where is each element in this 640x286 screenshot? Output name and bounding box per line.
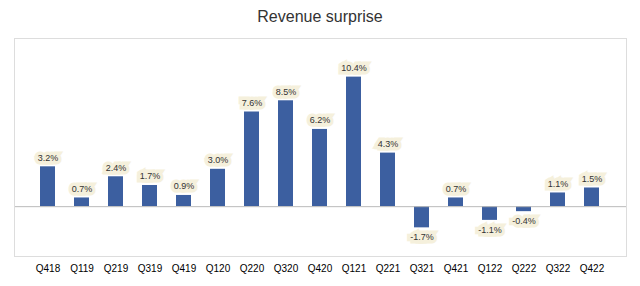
- svg-text:Q421: Q421: [444, 263, 469, 274]
- svg-text:Q120: Q120: [206, 263, 231, 274]
- svg-text:-0.4%: -0.4%: [512, 216, 536, 226]
- svg-text:Q219: Q219: [104, 263, 129, 274]
- svg-text:1.7%: 1.7%: [140, 171, 161, 181]
- svg-text:Q220: Q220: [240, 263, 265, 274]
- svg-text:2.4%: 2.4%: [106, 163, 127, 173]
- svg-text:Q419: Q419: [172, 263, 197, 274]
- svg-text:0.7%: 0.7%: [446, 184, 467, 194]
- svg-text:Q221: Q221: [376, 263, 401, 274]
- svg-text:4.3%: 4.3%: [378, 139, 399, 149]
- svg-text:Q321: Q321: [410, 263, 435, 274]
- svg-text:Q222: Q222: [512, 263, 537, 274]
- svg-text:Q418: Q418: [36, 263, 61, 274]
- svg-text:-1.7%: -1.7%: [410, 232, 434, 242]
- svg-text:Q119: Q119: [70, 263, 94, 274]
- svg-text:8.5%: 8.5%: [276, 87, 297, 97]
- svg-text:1.1%: 1.1%: [548, 179, 569, 189]
- svg-text:Q422: Q422: [580, 263, 605, 274]
- svg-text:3.0%: 3.0%: [208, 155, 229, 165]
- svg-text:3.2%: 3.2%: [38, 153, 59, 163]
- svg-text:1.5%: 1.5%: [582, 174, 603, 184]
- svg-text:10.4%: 10.4%: [341, 63, 367, 73]
- svg-text:Q319: Q319: [138, 263, 163, 274]
- svg-text:Q121: Q121: [342, 263, 367, 274]
- svg-text:Q122: Q122: [478, 263, 503, 274]
- svg-text:0.7%: 0.7%: [72, 184, 93, 194]
- svg-text:0.9%: 0.9%: [174, 181, 195, 191]
- svg-text:7.6%: 7.6%: [242, 98, 263, 108]
- svg-text:Q420: Q420: [308, 263, 333, 274]
- svg-text:Q322: Q322: [546, 263, 571, 274]
- svg-text:Q320: Q320: [274, 263, 299, 274]
- svg-text:6.2%: 6.2%: [310, 115, 331, 125]
- html-text:Revenue surprise: Revenue surprise: [257, 8, 383, 25]
- svg-text:-1.1%: -1.1%: [478, 225, 502, 235]
